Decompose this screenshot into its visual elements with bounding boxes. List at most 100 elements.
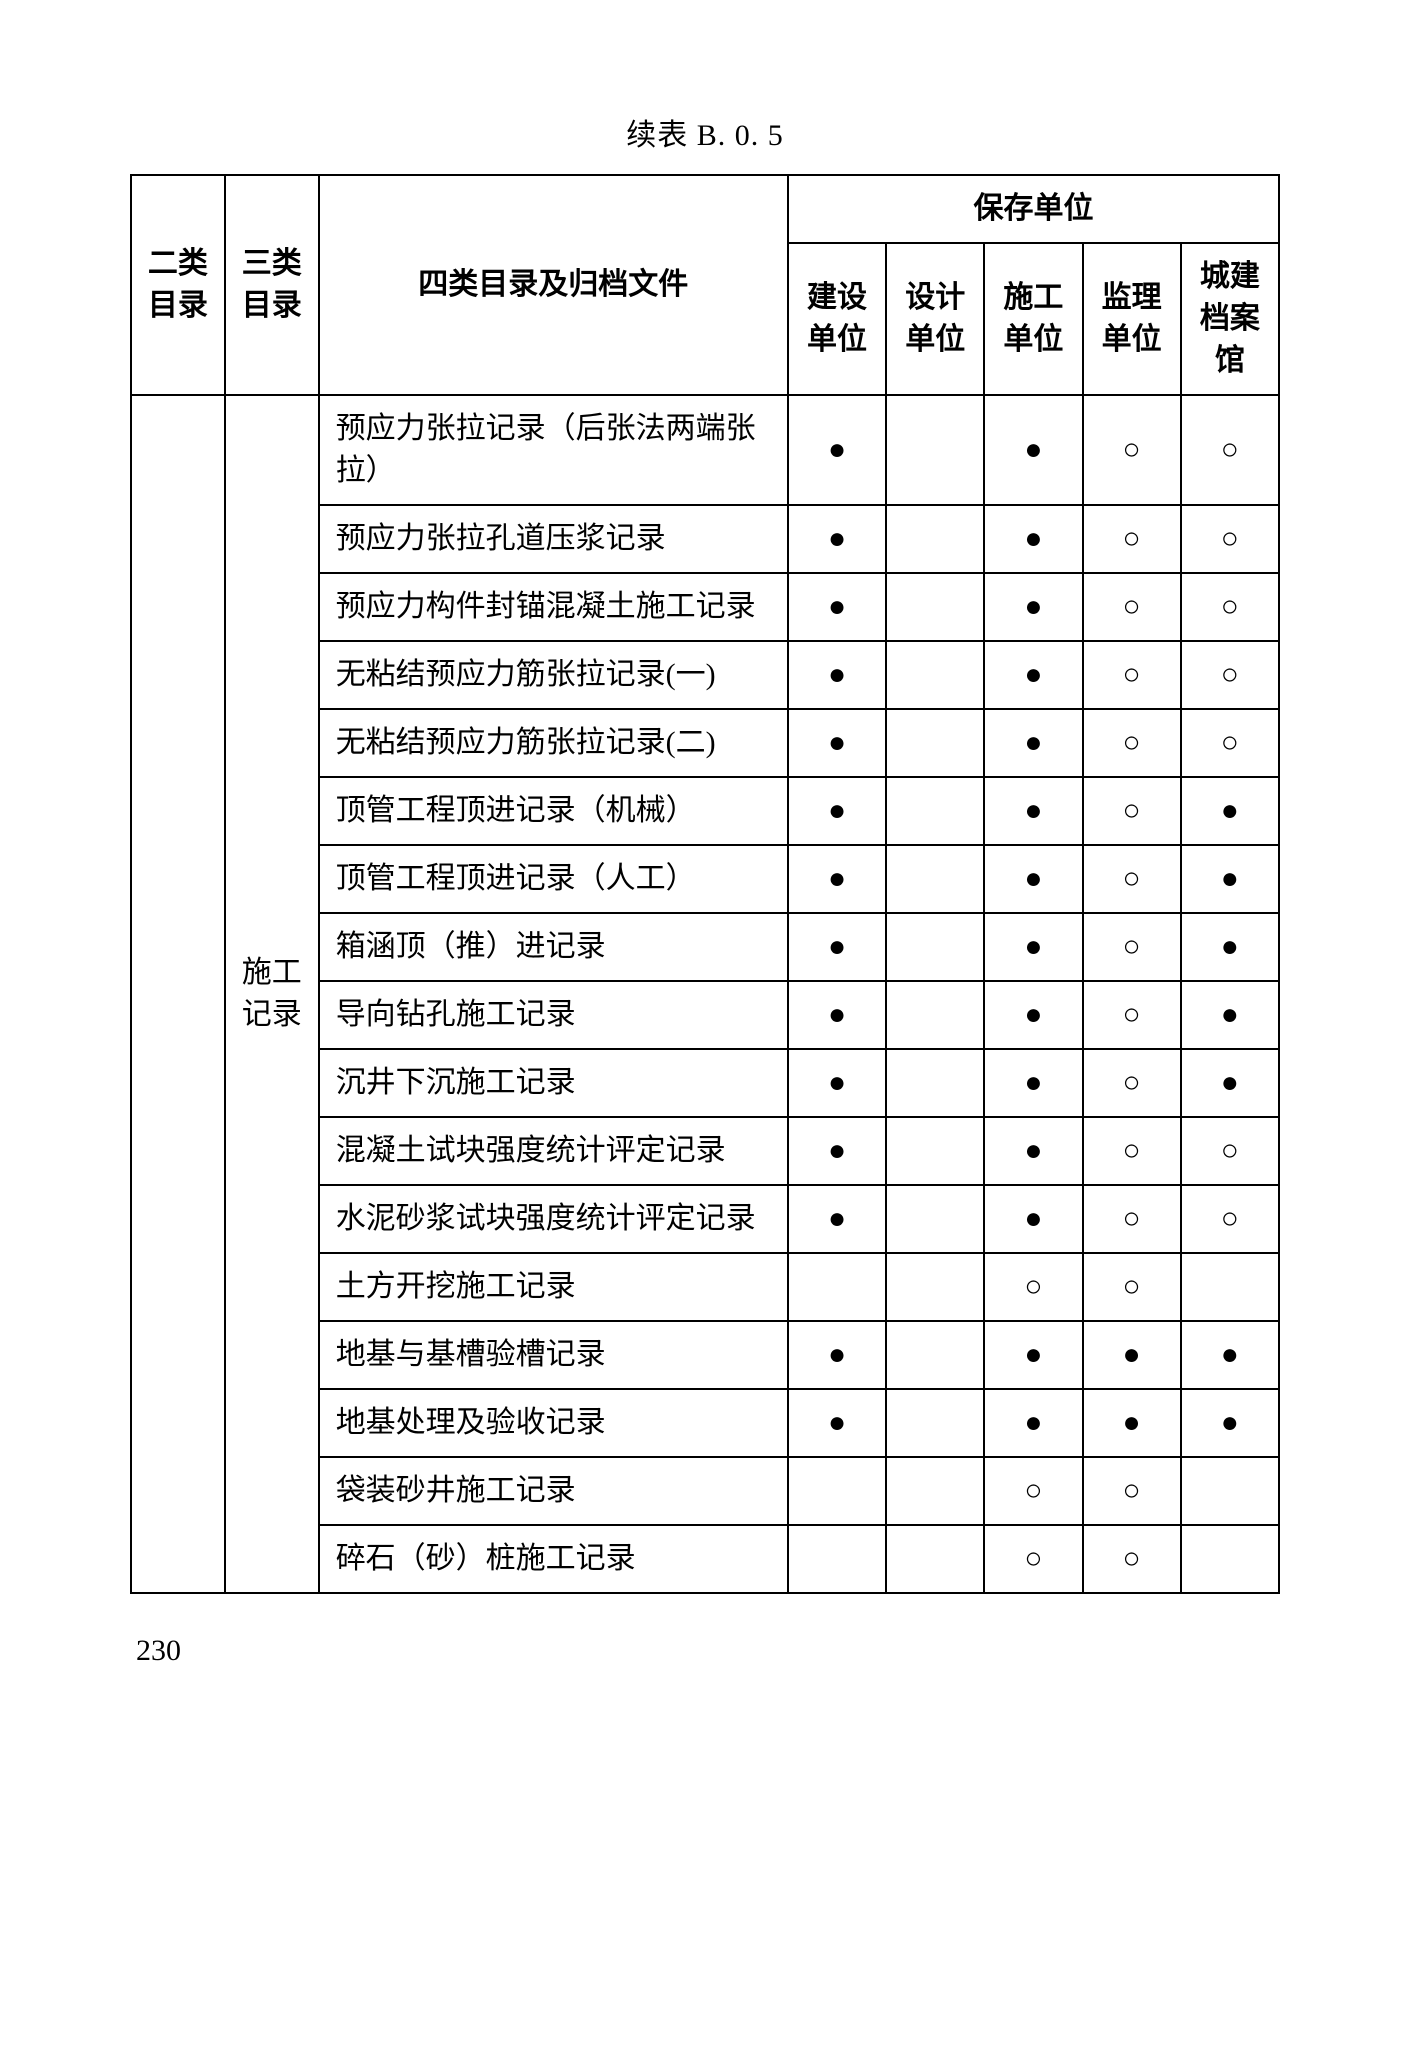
storage-mark <box>886 845 984 913</box>
storage-mark <box>886 573 984 641</box>
storage-mark: ● <box>984 505 1082 573</box>
storage-mark: ● <box>1181 777 1279 845</box>
storage-mark: ○ <box>1083 1049 1181 1117</box>
storage-mark: ○ <box>1181 505 1279 573</box>
storage-mark <box>1181 1457 1279 1525</box>
storage-mark: ○ <box>984 1253 1082 1321</box>
file-description: 导向钻孔施工记录 <box>319 981 788 1049</box>
storage-mark: ○ <box>1181 709 1279 777</box>
table-row: 施工记录预应力张拉记录（后张法两端张拉）●●○○ <box>131 395 1279 505</box>
storage-mark: ○ <box>1083 505 1181 573</box>
storage-mark: ● <box>788 845 886 913</box>
header-unit-design: 设计单位 <box>886 243 984 395</box>
storage-mark <box>886 1321 984 1389</box>
storage-mark: ● <box>1181 913 1279 981</box>
file-description: 顶管工程顶进记录（机械） <box>319 777 788 845</box>
file-description: 混凝土试块强度统计评定记录 <box>319 1117 788 1185</box>
file-description: 箱涵顶（推）进记录 <box>319 913 788 981</box>
storage-mark: ● <box>984 573 1082 641</box>
storage-mark <box>886 1117 984 1185</box>
storage-mark <box>1181 1525 1279 1593</box>
storage-mark: ○ <box>1083 1185 1181 1253</box>
storage-mark: ● <box>788 777 886 845</box>
file-description: 无粘结预应力筋张拉记录(二) <box>319 709 788 777</box>
storage-mark <box>886 913 984 981</box>
storage-mark <box>886 1049 984 1117</box>
storage-mark: ○ <box>1083 641 1181 709</box>
storage-mark: ● <box>1181 1049 1279 1117</box>
file-description: 碎石（砂）桩施工记录 <box>319 1525 788 1593</box>
storage-mark: ● <box>984 395 1082 505</box>
storage-mark: ● <box>788 913 886 981</box>
storage-mark: ○ <box>1181 641 1279 709</box>
storage-mark: ○ <box>1083 1253 1181 1321</box>
storage-mark <box>886 505 984 573</box>
storage-mark: ○ <box>1083 845 1181 913</box>
storage-mark: ● <box>788 573 886 641</box>
storage-mark: ○ <box>1181 573 1279 641</box>
storage-mark <box>886 1389 984 1457</box>
storage-mark: ○ <box>1181 1185 1279 1253</box>
file-description: 预应力张拉记录（后张法两端张拉） <box>319 395 788 505</box>
header-cat2: 二类目录 <box>131 175 225 395</box>
file-description: 沉井下沉施工记录 <box>319 1049 788 1117</box>
storage-mark: ● <box>1181 981 1279 1049</box>
storage-mark <box>886 981 984 1049</box>
header-cat3: 三类目录 <box>225 175 319 395</box>
storage-mark: ● <box>788 1321 886 1389</box>
storage-mark: ● <box>788 395 886 505</box>
header-unit-construction: 建设单位 <box>788 243 886 395</box>
file-description: 地基与基槽验槽记录 <box>319 1321 788 1389</box>
file-description: 预应力张拉孔道压浆记录 <box>319 505 788 573</box>
header-cat4: 四类目录及归档文件 <box>319 175 788 395</box>
storage-mark: ● <box>788 709 886 777</box>
page-number: 230 <box>136 1634 1280 1668</box>
storage-mark <box>886 1457 984 1525</box>
file-description: 土方开挖施工记录 <box>319 1253 788 1321</box>
storage-mark: ○ <box>1083 1457 1181 1525</box>
storage-mark: ○ <box>1181 395 1279 505</box>
file-description: 无粘结预应力筋张拉记录(一) <box>319 641 788 709</box>
storage-mark: ○ <box>1083 981 1181 1049</box>
storage-mark: ● <box>984 1389 1082 1457</box>
storage-mark: ● <box>984 641 1082 709</box>
storage-mark: ● <box>1083 1321 1181 1389</box>
cat2-cell <box>131 395 225 1593</box>
storage-mark: ● <box>788 1117 886 1185</box>
storage-mark: ○ <box>1083 573 1181 641</box>
storage-mark <box>886 641 984 709</box>
storage-mark <box>788 1457 886 1525</box>
file-description: 地基处理及验收记录 <box>319 1389 788 1457</box>
storage-mark: ● <box>984 1117 1082 1185</box>
storage-mark <box>1181 1253 1279 1321</box>
storage-mark: ● <box>1181 1389 1279 1457</box>
table-caption: 续表 B. 0. 5 <box>130 110 1280 154</box>
storage-mark: ● <box>984 1049 1082 1117</box>
file-description: 袋装砂井施工记录 <box>319 1457 788 1525</box>
storage-mark: ● <box>788 1389 886 1457</box>
storage-mark: ● <box>788 1049 886 1117</box>
storage-mark: ● <box>984 913 1082 981</box>
storage-mark <box>886 777 984 845</box>
header-storage-group: 保存单位 <box>788 175 1279 243</box>
archive-table: 二类目录 三类目录 四类目录及归档文件 保存单位 建设单位 设计单位 施工单位 … <box>130 174 1280 1594</box>
storage-mark <box>788 1525 886 1593</box>
header-unit-builder: 施工单位 <box>984 243 1082 395</box>
storage-mark: ● <box>788 981 886 1049</box>
storage-mark: ○ <box>1083 913 1181 981</box>
storage-mark: ● <box>788 505 886 573</box>
storage-mark: ● <box>984 1321 1082 1389</box>
storage-mark <box>886 395 984 505</box>
storage-mark: ● <box>984 777 1082 845</box>
cat3-cell: 施工记录 <box>225 395 319 1593</box>
storage-mark <box>886 1185 984 1253</box>
storage-mark: ○ <box>1083 709 1181 777</box>
storage-mark <box>886 709 984 777</box>
file-description: 顶管工程顶进记录（人工） <box>319 845 788 913</box>
storage-mark <box>886 1525 984 1593</box>
file-description: 预应力构件封锚混凝土施工记录 <box>319 573 788 641</box>
storage-mark <box>788 1253 886 1321</box>
storage-mark: ● <box>788 1185 886 1253</box>
storage-mark: ● <box>984 845 1082 913</box>
storage-mark: ● <box>984 709 1082 777</box>
